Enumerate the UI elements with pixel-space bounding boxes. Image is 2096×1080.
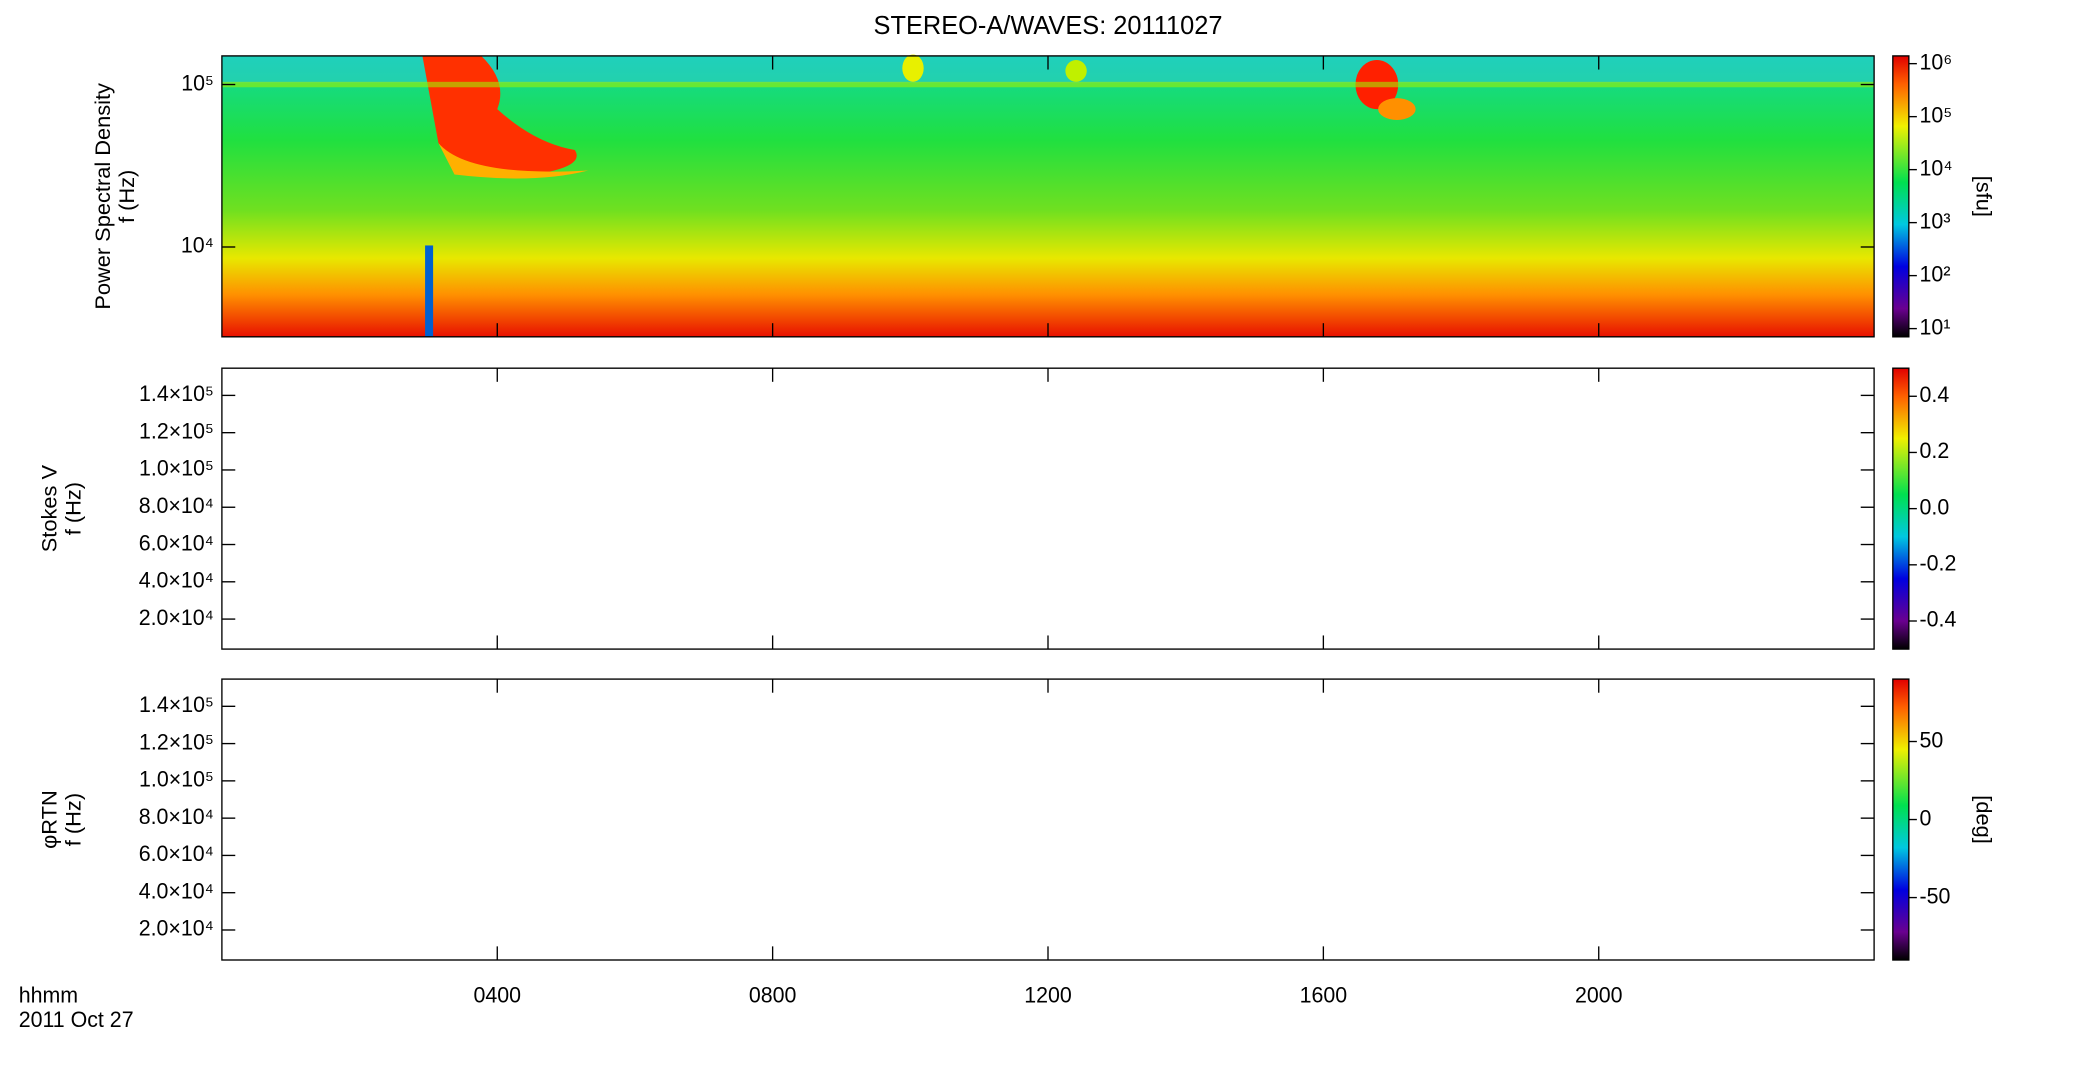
y-tick-label: 1.2×10⁵ <box>139 729 214 754</box>
y-axis-label: f (Hz) <box>61 793 86 846</box>
y-tick-label: 8.0×10⁴ <box>139 493 214 518</box>
colorbar-tick-label: 10³ <box>1920 208 1951 233</box>
y-tick-label: 2.0×10⁴ <box>139 916 214 941</box>
x-tick-label: 1200 <box>1024 982 1072 1007</box>
colorbar-label: [deg] <box>1972 795 1997 844</box>
y-tick-label: 2.0×10⁴ <box>139 605 214 630</box>
y-tick-label: 4.0×10⁴ <box>139 878 214 903</box>
y-tick-label: 6.0×10⁴ <box>139 841 214 866</box>
colorbar-tick-label: 0.2 <box>1920 438 1950 463</box>
colorbar <box>1892 55 1910 338</box>
colorbar-tick-label: 10⁵ <box>1920 102 1953 127</box>
y-axis-label: Stokes V <box>37 464 62 552</box>
colorbar-label: [sfu] <box>1972 176 1997 217</box>
colorbar <box>1892 367 1910 650</box>
y-axis-label: Power Spectral Density <box>90 83 115 310</box>
y-tick-label: 8.0×10⁴ <box>139 804 214 829</box>
y-tick-label: 10⁵ <box>181 70 214 95</box>
colorbar-tick-label: 0.4 <box>1920 382 1950 407</box>
spectrogram-image <box>221 54 1875 337</box>
y-tick-label: 1.4×10⁵ <box>139 692 214 717</box>
y-tick-label: 6.0×10⁴ <box>139 530 214 555</box>
y-axis-label: f (Hz) <box>61 482 86 535</box>
y-tick-label: 1.4×10⁵ <box>139 381 214 406</box>
colorbar-tick-label: -0.2 <box>1920 550 1957 575</box>
chart-title: STEREO-A/WAVES: 20111027 <box>874 12 1223 40</box>
colorbar-tick-label: 10⁴ <box>1920 155 1953 180</box>
colorbar-tick-label: 10² <box>1920 261 1951 286</box>
x-tick-label: 1600 <box>1300 982 1348 1007</box>
y-tick-label: 10⁴ <box>181 233 214 258</box>
colorbar-tick-label: -0.4 <box>1920 607 1957 632</box>
y-tick-label: 1.2×10⁵ <box>139 418 214 443</box>
x-tick-label: 0400 <box>473 982 521 1007</box>
colorbar-tick-label: -50 <box>1920 883 1951 908</box>
time-label: hhmm <box>19 982 78 1007</box>
y-tick-label: 4.0×10⁴ <box>139 567 214 592</box>
plot-frame <box>221 678 1875 961</box>
y-tick-label: 1.0×10⁵ <box>139 766 214 791</box>
colorbar-tick-label: 10¹ <box>1920 314 1951 339</box>
x-tick-label: 2000 <box>1575 982 1623 1007</box>
colorbar-tick-label: 0 <box>1920 805 1932 830</box>
plot-frame <box>221 367 1875 650</box>
date-label: 2011 Oct 27 <box>19 1007 134 1032</box>
colorbar-tick-label: 50 <box>1920 727 1944 752</box>
x-tick-label: 0800 <box>749 982 797 1007</box>
colorbar-tick-label: 10⁶ <box>1920 49 1953 74</box>
colorbar <box>1892 678 1910 961</box>
y-axis-label: f (Hz) <box>114 170 139 223</box>
y-tick-label: 1.0×10⁵ <box>139 456 214 481</box>
colorbar-tick-label: 0.0 <box>1920 494 1950 519</box>
y-axis-label: φRTN <box>37 790 62 849</box>
